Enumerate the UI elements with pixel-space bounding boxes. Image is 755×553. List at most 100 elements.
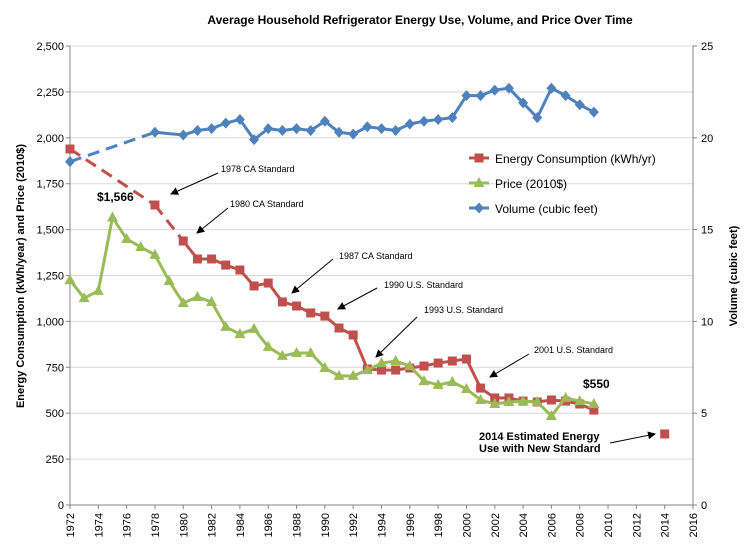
data-point-square: [334, 323, 344, 333]
data-point-square: [377, 365, 386, 375]
y-tick-label: 2,500: [36, 41, 64, 53]
y-tick-label: 1,250: [36, 271, 64, 283]
data-point-triangle: [503, 396, 515, 407]
data-point-square: [348, 330, 358, 340]
y2-tick-label: 25: [701, 41, 713, 53]
data-point-triangle: [333, 369, 345, 380]
annotation-arrow: [337, 287, 378, 310]
annotation-label: 2001 U.S. Standard: [534, 345, 613, 355]
data-point-triangle: [64, 274, 76, 285]
data-point-triangle: [446, 375, 458, 386]
data-point-triangle: [206, 295, 218, 306]
data-point-diamond: [319, 115, 330, 127]
data-point-diamond: [149, 126, 160, 138]
data-point-triangle: [305, 346, 317, 357]
data-point-triangle: [78, 292, 90, 303]
data-point-square: [249, 281, 259, 291]
y-tick-label: 1,000: [36, 316, 64, 328]
data-point-triangle: [262, 340, 274, 351]
data-point-diamond: [475, 90, 486, 102]
data-point-diamond: [518, 97, 529, 109]
y-tick-label: 2,250: [36, 87, 64, 99]
data-point-triangle: [588, 398, 600, 409]
x-tick-label: 1974: [93, 513, 105, 537]
data-point-diamond: [206, 123, 217, 135]
annotation-arrow: [170, 172, 219, 195]
series-segment-dashed: [69, 130, 156, 164]
data-point-square: [150, 200, 160, 210]
data-point-diamond: [263, 123, 274, 135]
y-tick-label: 500: [46, 408, 64, 420]
series-segment: [210, 301, 228, 328]
data-point-square: [221, 260, 231, 270]
data-point-square: [447, 356, 457, 366]
data-point-square: [660, 429, 670, 439]
annotation-arrow: [375, 316, 418, 358]
data-point-diamond: [474, 202, 484, 214]
data-point-triangle: [376, 357, 387, 368]
x-tick-label: 2012: [631, 513, 643, 537]
data-point-triangle: [460, 382, 472, 393]
x-tick-label: 1998: [433, 513, 445, 537]
data-point-square: [277, 297, 287, 307]
data-point-square: [476, 383, 486, 393]
annotation-label: 1980 CA Standard: [230, 199, 304, 209]
data-point-triangle: [545, 409, 557, 420]
data-point-square: [320, 311, 330, 321]
data-point-triangle: [489, 398, 501, 409]
data-point-square: [207, 254, 217, 264]
data-point-square: [263, 278, 273, 288]
x-tick-label: 2010: [603, 513, 615, 537]
data-point-triangle: [234, 328, 246, 339]
data-point-square: [65, 144, 75, 154]
data-point-diamond: [291, 123, 302, 135]
annotation-arrow: [291, 258, 334, 294]
data-point-triangle: [121, 232, 133, 243]
data-point-diamond: [588, 106, 599, 118]
series-segment: [451, 94, 468, 119]
estimate-label-line2: Use with New Standard: [479, 443, 601, 455]
x-tick-label: 2008: [575, 513, 587, 537]
x-tick-label: 1982: [207, 513, 219, 537]
x-tick-label: 1972: [65, 513, 77, 537]
annotation-arrow: [489, 353, 530, 378]
y2-axis-label: Volume (cubic feet): [728, 225, 740, 326]
data-point-square: [474, 153, 484, 163]
data-point-diamond: [277, 124, 288, 136]
data-point-diamond: [489, 84, 500, 96]
x-tick-label: 1984: [235, 513, 247, 537]
data-point-diamond: [418, 115, 429, 127]
x-tick-label: 1992: [348, 513, 360, 537]
data-point-square: [433, 358, 443, 368]
data-point-square: [306, 308, 316, 318]
data-point-triangle: [560, 391, 572, 402]
y-tick-label: 2,000: [36, 133, 64, 145]
x-tick-label: 1980: [178, 513, 190, 537]
x-tick-label: 2014: [660, 513, 672, 537]
series-segment: [96, 217, 114, 292]
data-point-triangle: [475, 393, 487, 404]
data-point-diamond: [376, 123, 387, 135]
data-point-square: [546, 395, 556, 405]
x-tick-label: 2000: [461, 513, 473, 537]
y-tick-label: 750: [46, 362, 64, 374]
data-point-square: [235, 265, 245, 275]
data-point-square: [391, 365, 401, 375]
annotation-label: 1987 CA Standard: [339, 251, 413, 261]
data-point-triangle: [220, 320, 232, 331]
data-point-diamond: [65, 156, 75, 168]
data-point-diamond: [447, 112, 458, 124]
annotation-label: 1993 U.S. Standard: [424, 305, 503, 315]
series-segment: [238, 118, 256, 141]
data-point-triangle: [291, 346, 303, 357]
data-point-triangle: [135, 241, 147, 252]
data-point-diamond: [404, 118, 415, 130]
data-point-triangle: [106, 211, 118, 222]
x-tick-label: 2006: [546, 513, 558, 537]
x-tick-label: 2004: [518, 513, 530, 537]
data-point-triangle: [149, 248, 161, 259]
y-tick-label: 0: [58, 500, 64, 512]
data-point-triangle: [418, 375, 430, 386]
chart-title: Average Household Refrigerator Energy Us…: [207, 13, 633, 27]
